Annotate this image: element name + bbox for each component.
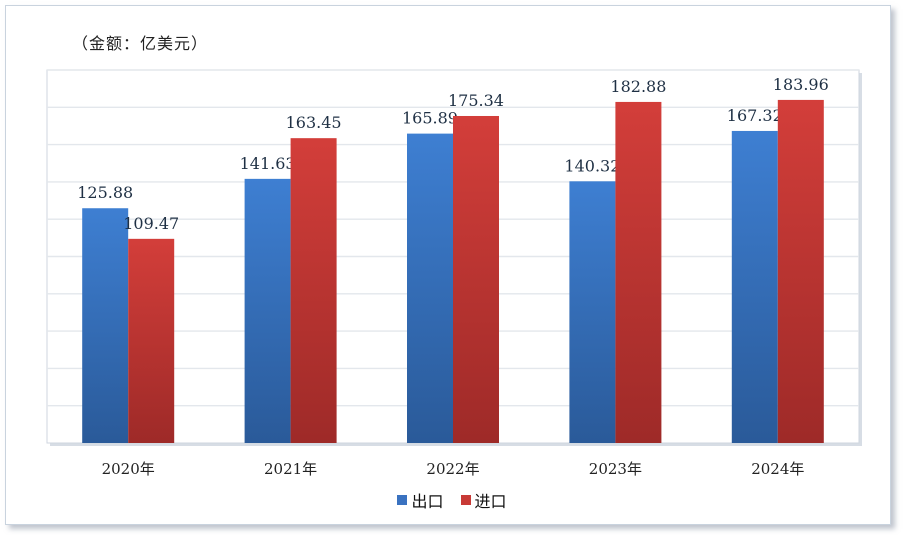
legend-item-export: 出口 [397, 488, 443, 512]
x-tick-label: 2023年 [589, 460, 642, 478]
data-label: 163.45 [286, 113, 342, 132]
bar-export [244, 178, 291, 443]
legend-item-import: 进口 [460, 488, 507, 512]
bar-import [453, 115, 499, 443]
data-label: 165.89 [402, 109, 458, 128]
data-label: 182.88 [610, 77, 666, 96]
data-label: 175.34 [448, 91, 504, 110]
data-label: 140.32 [564, 156, 620, 175]
data-label: 141.63 [240, 154, 296, 173]
legend-swatch-import [460, 495, 471, 505]
legend-swatch-export [397, 495, 408, 505]
x-tick-label: 2020年 [102, 460, 155, 478]
x-tick-label: 2024年 [751, 460, 804, 478]
data-label: 109.47 [123, 214, 179, 233]
data-label: 125.88 [77, 183, 133, 202]
bar-export [569, 181, 616, 443]
bar-export [82, 208, 129, 443]
x-tick-label: 2022年 [426, 460, 479, 478]
bar-import [615, 101, 662, 443]
data-label: 183.96 [773, 75, 829, 94]
x-tick-label: 2021年 [264, 460, 317, 478]
bar-import [128, 238, 175, 443]
bar-import [290, 138, 337, 443]
legend: 出口 进口 [0, 488, 904, 512]
data-label: 167.32 [727, 106, 783, 125]
bar-import [777, 99, 824, 443]
legend-label-import: 进口 [474, 492, 507, 511]
bar-export [407, 133, 453, 443]
legend-label-export: 出口 [411, 492, 444, 511]
unit-label: （金额：亿美元） [72, 34, 209, 53]
bar-export [731, 130, 778, 444]
